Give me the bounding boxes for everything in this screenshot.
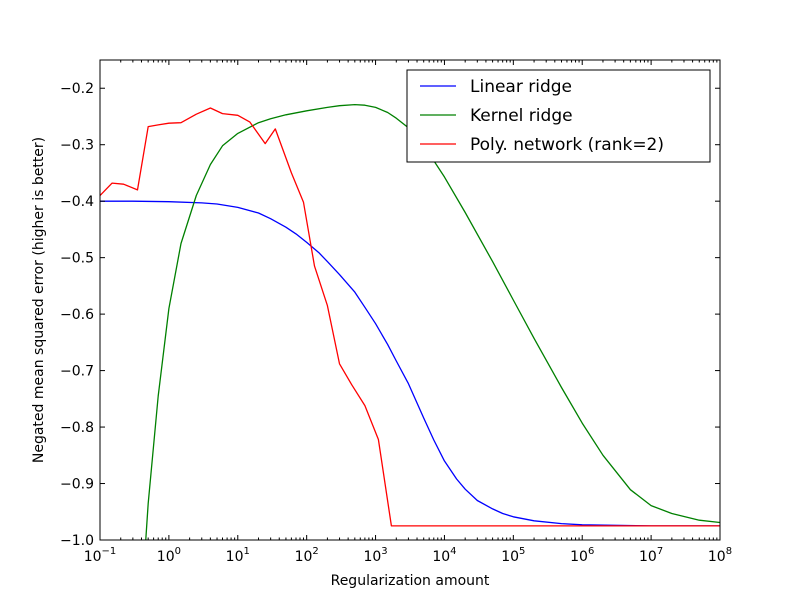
tick-layer: 10−1 100 101 102 103 104 105 106 107 108 −0.2 −0.3 −…	[60, 60, 732, 565]
x-tick-label: 104	[432, 546, 456, 565]
series-layer	[100, 103, 720, 540]
x-tick-label: 10−1	[84, 546, 117, 565]
x-tick-label: 100	[157, 546, 181, 565]
x-tick-label: 107	[639, 546, 663, 565]
y-tick-label: −1.0	[60, 533, 94, 549]
y-tick-label: −0.3	[60, 138, 94, 154]
y-tick-label: −0.2	[60, 81, 94, 97]
legend-label-kernel-ridge: Kernel ridge	[470, 106, 573, 126]
series-line-poly-network-rank-2	[100, 107, 720, 527]
y-tick-label: −0.7	[60, 364, 94, 380]
x-tick-label: 101	[226, 546, 250, 565]
x-tick-label: 105	[501, 546, 525, 565]
legend-box	[406, 69, 711, 163]
y-tick-label: −0.5	[60, 251, 94, 267]
y-tick-label: −0.4	[60, 194, 94, 210]
y-tick-label: −0.8	[60, 420, 94, 436]
series-line-linear-ridge	[100, 200, 720, 527]
plot-frame	[99, 59, 721, 541]
y-tick-label: −0.6	[60, 307, 94, 323]
x-axis-label: Regularization amount	[331, 573, 490, 589]
y-axis-label: Negated mean squared error (higher is be…	[31, 137, 47, 463]
x-tick-label: 108	[708, 546, 732, 565]
legend: Linear ridge Kernel ridge Poly. network …	[406, 69, 711, 163]
series-line-kernel-ridge	[145, 103, 720, 540]
legend-label-poly-network: Poly. network (rank=2)	[470, 135, 664, 155]
legend-label-linear-ridge: Linear ridge	[470, 77, 572, 97]
x-tick-label: 103	[363, 546, 387, 565]
x-tick-label: 106	[570, 546, 594, 565]
y-tick-label: −0.9	[60, 477, 94, 493]
x-tick-label: 102	[295, 546, 319, 565]
